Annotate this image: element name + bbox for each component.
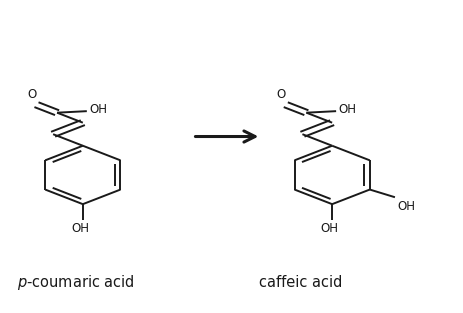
Text: OH: OH (89, 103, 107, 116)
Text: OH: OH (338, 103, 357, 116)
Text: OH: OH (397, 200, 415, 213)
Text: OH: OH (72, 222, 89, 235)
Text: O: O (27, 88, 37, 101)
Text: O: O (276, 88, 286, 101)
Text: caffeic acid: caffeic acid (259, 275, 342, 290)
Text: OH: OH (321, 222, 339, 235)
Text: $\it{p}$-coumaric acid: $\it{p}$-coumaric acid (17, 273, 134, 292)
